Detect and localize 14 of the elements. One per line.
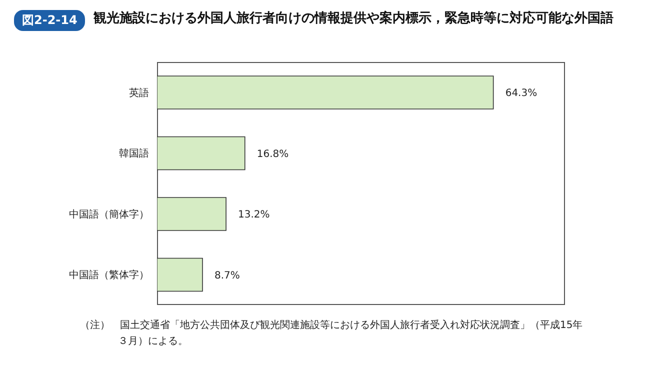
data-label: 64.3% bbox=[505, 88, 538, 100]
data-label: 13.2% bbox=[238, 210, 270, 221]
y-tick-label: 英語 bbox=[129, 86, 149, 99]
data-label: 16.8% bbox=[256, 148, 289, 160]
chart-title: 図2-2-14 観光施設における外国人旅行者向けの情報提供や案内標示，緊急時等に対応可能な外国語 bbox=[22, 11, 614, 27]
y-tick-label: 韓国語 bbox=[119, 148, 149, 160]
y-tick-label: 中国語（繁体字） bbox=[69, 269, 149, 282]
y-tick-label: 中国語（簡体字） bbox=[69, 208, 149, 220]
bar bbox=[157, 136, 246, 170]
text: （注） 国土交通省「地方公共団体及び観光関連施設等における外国人旅行者受入れ対応状況調査」（平成15年３月）による。 bbox=[80, 318, 584, 349]
bar bbox=[157, 197, 226, 231]
bar bbox=[157, 76, 494, 110]
data-label: 8.7% bbox=[214, 270, 240, 282]
bar bbox=[157, 258, 203, 292]
